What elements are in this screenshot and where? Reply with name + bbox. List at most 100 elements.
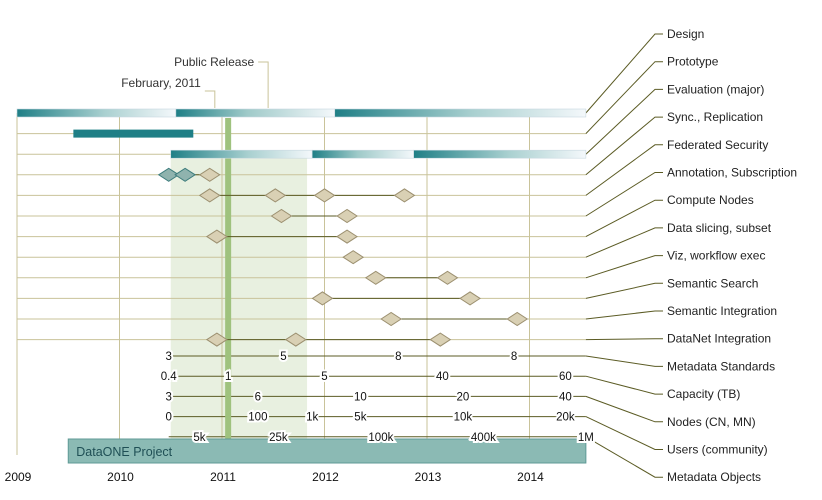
row-label: Users (community) bbox=[667, 443, 768, 457]
label-leader bbox=[585, 227, 663, 258]
gantt-bar bbox=[73, 129, 194, 138]
metric-value: 3 bbox=[165, 351, 171, 363]
year-tick-label: 2013 bbox=[415, 470, 442, 484]
year-tick-label: 2014 bbox=[517, 470, 544, 484]
metric-value: 8 bbox=[395, 351, 401, 363]
label-leader bbox=[585, 416, 663, 450]
row-label: Semantic Search bbox=[667, 276, 758, 290]
metric-value: 0 bbox=[165, 412, 171, 424]
metric-value: 1k bbox=[306, 412, 318, 424]
row-label: Viz, workflow exec bbox=[667, 249, 765, 263]
metric-value: 40 bbox=[436, 371, 449, 383]
milestone-diamond bbox=[393, 188, 416, 203]
label-leader bbox=[585, 172, 663, 217]
row-label: Federated Security bbox=[667, 138, 768, 152]
milestone-diamond bbox=[336, 208, 358, 224]
gantt-bar bbox=[175, 108, 336, 118]
year-tick-label: 2010 bbox=[107, 470, 134, 484]
project-bar bbox=[67, 438, 587, 464]
milestone-diamond bbox=[380, 311, 403, 327]
label-leader bbox=[585, 355, 663, 367]
year-tick-label: 2012 bbox=[312, 470, 339, 484]
metric-value: 5k bbox=[354, 412, 366, 424]
row-label: Annotation, Subscription bbox=[667, 166, 797, 180]
label-leader bbox=[585, 338, 663, 341]
metric-value: 25k bbox=[269, 432, 288, 444]
label-leader bbox=[585, 436, 663, 478]
metric-value: 100k bbox=[368, 432, 393, 444]
annotation-0: Public Release bbox=[174, 55, 254, 69]
metric-value: 20k bbox=[556, 412, 575, 424]
annotation-1: February, 2011 bbox=[121, 76, 201, 90]
highlight-period bbox=[170, 150, 308, 440]
milestone-diamond bbox=[205, 229, 228, 244]
row-label: Metadata Objects bbox=[667, 470, 761, 484]
label-leader bbox=[585, 199, 663, 238]
label-leader bbox=[585, 310, 663, 320]
milestone-diamond bbox=[336, 229, 358, 244]
label-leader bbox=[585, 144, 663, 196]
milestone-diamond bbox=[270, 208, 293, 224]
row-label: Data slicing, subset bbox=[667, 221, 772, 235]
metric-value: 6 bbox=[255, 391, 261, 403]
milestone-diamond bbox=[311, 291, 334, 306]
row-label: Compute Nodes bbox=[667, 193, 754, 207]
label-leader bbox=[585, 375, 663, 395]
row-label: Sync., Replication bbox=[667, 110, 763, 124]
label-leader bbox=[585, 61, 663, 134]
row-label: Design bbox=[667, 27, 704, 41]
metric-value: 5k bbox=[193, 432, 205, 444]
metric-value: 3 bbox=[165, 391, 171, 403]
milestone-diamond bbox=[429, 332, 452, 347]
metric-value: 60 bbox=[559, 371, 572, 383]
metric-value: 40 bbox=[559, 391, 572, 403]
gantt-bar bbox=[16, 108, 177, 118]
milestone-diamond bbox=[364, 270, 387, 285]
label-leader bbox=[585, 282, 663, 299]
metric-value: 5 bbox=[280, 351, 286, 363]
gantt-bar bbox=[334, 108, 587, 118]
gantt-bar bbox=[413, 149, 587, 159]
metric-value: 400k bbox=[471, 432, 496, 444]
project-label: DataONE Project bbox=[76, 445, 172, 459]
row-label: DataNet Integration bbox=[667, 332, 771, 346]
metric-value: 5 bbox=[321, 371, 327, 383]
metric-value: 8 bbox=[511, 351, 517, 363]
milestone-diamond bbox=[198, 167, 221, 182]
row-label: Capacity (TB) bbox=[667, 387, 740, 401]
label-leader bbox=[585, 395, 663, 423]
metric-value: 20 bbox=[456, 391, 469, 403]
gantt-bar bbox=[170, 149, 313, 159]
milestone-diamond bbox=[342, 250, 365, 265]
metric-value: 1 bbox=[225, 371, 231, 383]
milestone-diamond bbox=[198, 188, 221, 203]
row-label: Prototype bbox=[667, 55, 719, 69]
milestone-diamond bbox=[313, 188, 336, 203]
label-leader bbox=[585, 116, 663, 176]
row-label: Metadata Standards bbox=[667, 359, 775, 373]
milestone-diamond bbox=[506, 311, 529, 327]
milestone-diamond bbox=[436, 270, 459, 285]
row-label: Nodes (CN, MN) bbox=[667, 415, 756, 429]
label-leader bbox=[585, 88, 663, 155]
metric-value: 1M bbox=[578, 432, 594, 444]
annotation-leader bbox=[258, 61, 269, 108]
milestone-diamond bbox=[459, 291, 481, 306]
year-tick-label: 2011 bbox=[210, 470, 236, 484]
label-leader bbox=[585, 255, 663, 279]
metric-value: 100 bbox=[248, 412, 267, 424]
year-tick-label: 2009 bbox=[5, 470, 32, 484]
metric-value: 10k bbox=[454, 412, 473, 424]
milestone-line bbox=[225, 118, 232, 440]
metric-value: 0.4 bbox=[161, 371, 178, 383]
milestone-diamond bbox=[174, 167, 197, 182]
row-label: Semantic Integration bbox=[667, 304, 777, 318]
metric-value: 10 bbox=[354, 391, 367, 403]
milestone-diamond bbox=[205, 332, 228, 347]
milestone-diamond bbox=[264, 188, 287, 203]
row-label: Evaluation (major) bbox=[667, 82, 764, 96]
annotation-leader bbox=[204, 90, 216, 108]
gantt-bar bbox=[311, 149, 414, 159]
milestone-diamond bbox=[284, 332, 307, 347]
